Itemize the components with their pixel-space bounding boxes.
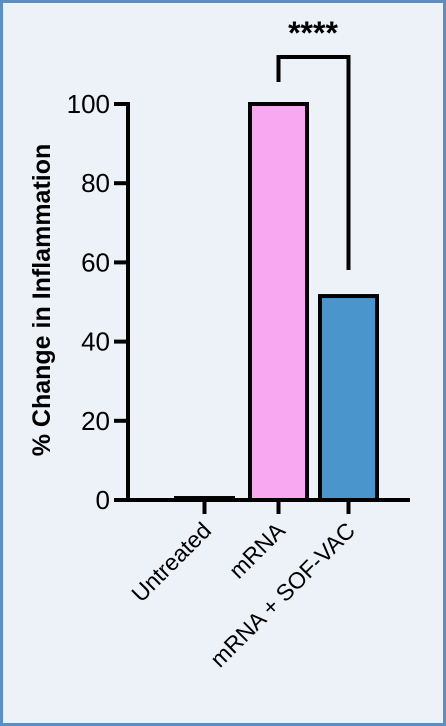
bar-mrna bbox=[248, 102, 309, 502]
y-tick-label: 80 bbox=[81, 168, 110, 198]
y-tick-label: 0 bbox=[96, 485, 110, 515]
y-tick-label: 40 bbox=[81, 327, 110, 357]
bar-mrna-sof-vac bbox=[318, 294, 379, 502]
x-tick-label: mRNA bbox=[224, 517, 291, 584]
significance-bracket bbox=[276, 55, 351, 271]
y-axis-label: % Change in Inflammation bbox=[28, 144, 56, 457]
y-tick-label: 100 bbox=[67, 89, 110, 119]
significance-label: **** bbox=[288, 15, 338, 51]
y-tick-label: 60 bbox=[81, 247, 110, 277]
y-tick-label: 20 bbox=[81, 406, 110, 436]
x-tick-label: Untreated bbox=[126, 517, 216, 607]
